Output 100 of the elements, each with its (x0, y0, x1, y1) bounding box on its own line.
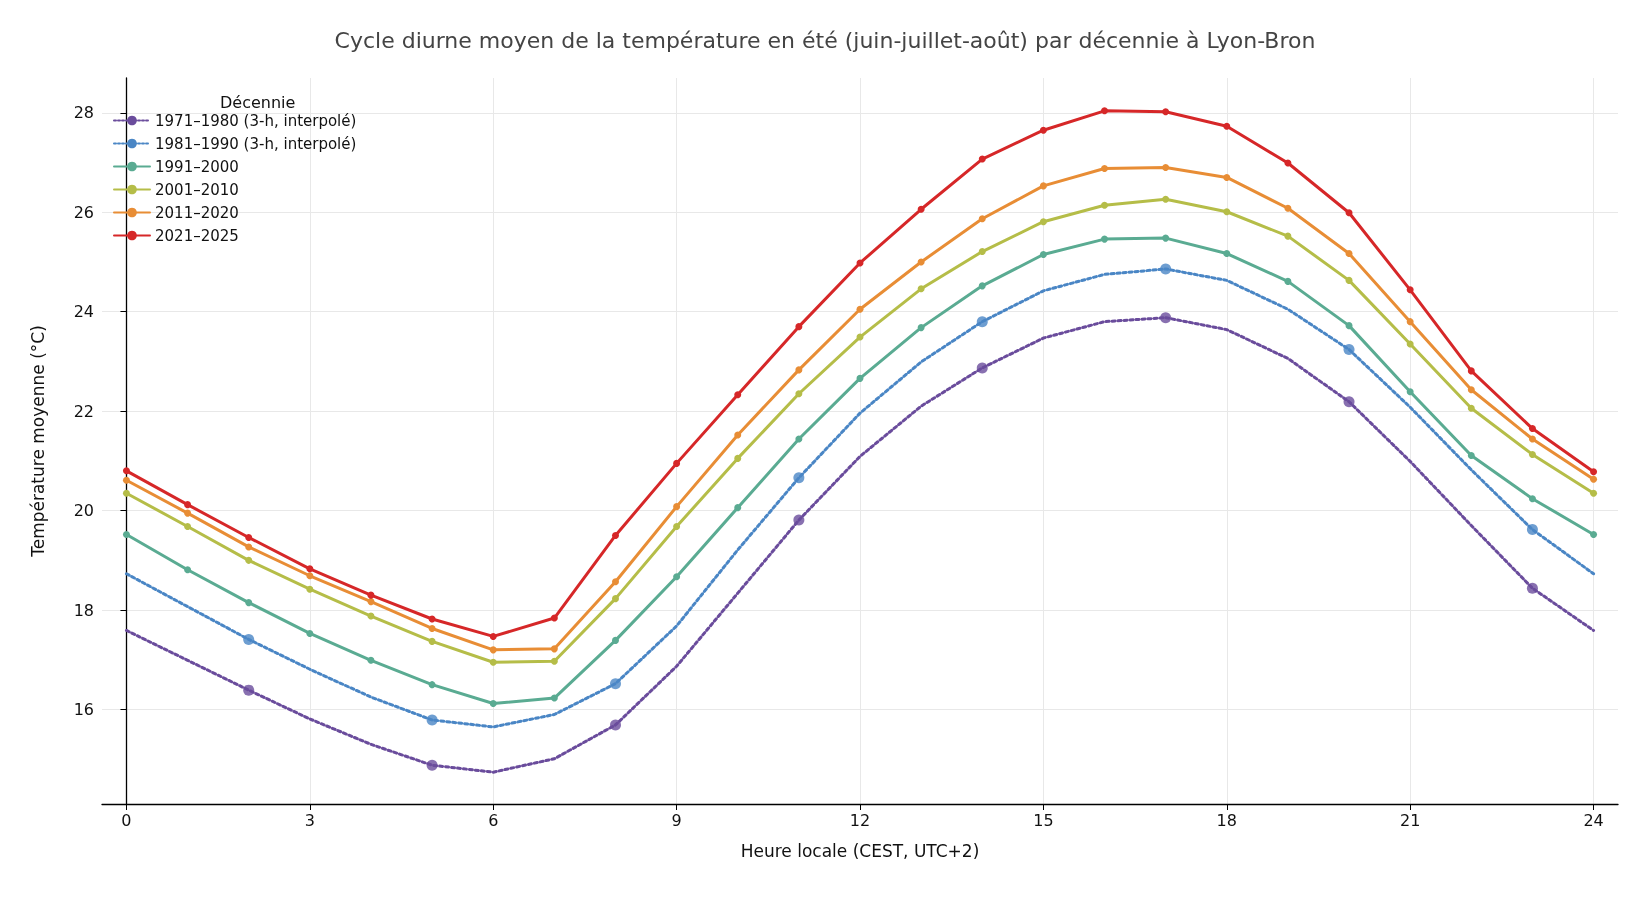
point (1223, 122, 1231, 130)
point (734, 431, 742, 439)
point (1223, 173, 1231, 181)
point (1528, 495, 1536, 503)
point (122, 489, 130, 497)
x-tick-label: 24 (1583, 810, 1604, 830)
point (489, 632, 497, 640)
point (1162, 108, 1170, 116)
point (550, 657, 558, 665)
point (1101, 235, 1109, 243)
x-tick-label: 15 (1033, 810, 1054, 830)
point (428, 624, 436, 632)
legend-label: 1991–2000 (155, 157, 239, 176)
point (1526, 524, 1538, 536)
point (1162, 164, 1170, 171)
point (1284, 204, 1292, 212)
point (611, 636, 619, 644)
point (1345, 322, 1353, 330)
y-tick-label: 16 (73, 700, 94, 720)
point (1162, 195, 1170, 203)
point (426, 759, 438, 771)
legend-label: 2021–2025 (155, 226, 239, 245)
point (673, 459, 681, 467)
x-tick-label: 21 (1399, 810, 1421, 830)
point (1039, 218, 1047, 226)
point (611, 578, 619, 586)
point (243, 633, 255, 645)
point (1343, 396, 1355, 408)
point (793, 514, 805, 526)
point (1467, 451, 1475, 459)
point (978, 155, 986, 163)
point (184, 501, 192, 509)
point (367, 656, 375, 664)
point (245, 556, 253, 564)
point (1528, 425, 1536, 433)
point (734, 454, 742, 462)
point (795, 366, 803, 374)
point (1406, 388, 1414, 396)
point (1160, 263, 1172, 275)
x-tick-label: 3 (304, 810, 315, 830)
point (734, 504, 742, 512)
point (306, 572, 314, 580)
point (1284, 232, 1292, 240)
point (1039, 251, 1047, 259)
point (856, 305, 864, 313)
point (550, 645, 558, 653)
point (1223, 208, 1231, 216)
point (426, 714, 438, 726)
x-tick-label: 12 (849, 810, 871, 830)
point (1284, 277, 1292, 285)
point (1528, 435, 1536, 443)
y-tick-label: 24 (73, 302, 94, 322)
x-tick-label: 18 (1216, 810, 1237, 830)
point (489, 646, 497, 654)
point (1039, 182, 1047, 190)
point (489, 658, 497, 666)
point (917, 324, 925, 332)
point (1101, 107, 1109, 115)
point (793, 472, 805, 484)
x-tick-label: 6 (488, 810, 499, 830)
point (306, 585, 314, 593)
point (1406, 340, 1414, 348)
point (428, 681, 436, 689)
point (1162, 234, 1170, 242)
point (610, 719, 621, 731)
point (243, 684, 255, 696)
point (976, 316, 988, 328)
x-tick-label: 9 (671, 810, 682, 830)
legend-label: 1971–1980 (3-h, interpolé) (155, 111, 357, 130)
point (122, 467, 130, 475)
point (1160, 312, 1172, 324)
y-tick-label: 20 (73, 501, 94, 521)
y-tick-label: 28 (73, 103, 94, 123)
point (367, 598, 375, 606)
point (1345, 209, 1353, 217)
point (1223, 250, 1231, 258)
point (184, 566, 192, 574)
point (1590, 475, 1598, 483)
x-axis-title: Heure locale (CEST, UTC+2) (740, 840, 980, 861)
point (550, 694, 558, 702)
chart-title: Cycle diurne moyen de la température en été (juin-juillet-août) par décennie à Lyon-Bron (334, 27, 1316, 53)
point (795, 390, 803, 398)
point (978, 248, 986, 256)
point (795, 323, 803, 331)
point (122, 530, 130, 538)
point (306, 565, 314, 573)
y-tick-label: 22 (73, 401, 94, 421)
point (856, 374, 864, 382)
point (245, 599, 253, 607)
point (673, 523, 681, 531)
point (610, 678, 621, 690)
point (976, 362, 988, 374)
point (1467, 386, 1475, 394)
point (122, 476, 130, 484)
point (428, 637, 436, 645)
point (978, 282, 986, 290)
point (1528, 450, 1536, 458)
point (611, 595, 619, 603)
point (1467, 367, 1475, 375)
point (673, 573, 681, 581)
